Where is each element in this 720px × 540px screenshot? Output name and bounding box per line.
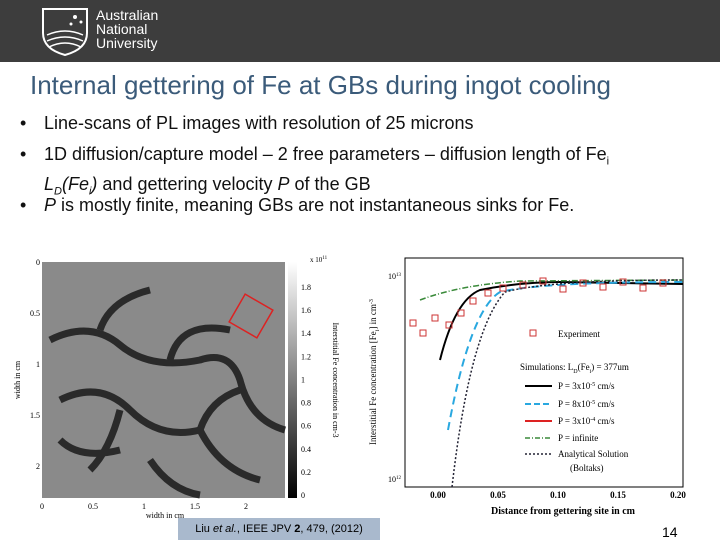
legend-item: P = 3x10-4 cm/s	[558, 416, 615, 426]
colorbar-tick-label: 1.2	[301, 352, 311, 361]
colorbar-tick-label: 0.6	[301, 422, 311, 431]
legend-item: Analytical Solution	[558, 449, 629, 459]
colorbar-tick-label: 1.6	[301, 306, 311, 315]
colorbar-tick-label: 0.8	[301, 399, 311, 408]
curve	[451, 279, 684, 488]
pl-image	[42, 262, 285, 498]
colorbar-tick-label: 0	[301, 491, 305, 500]
y-tick-label: 0.5	[30, 309, 40, 318]
logo-line: University	[96, 35, 158, 51]
x-tick-label: 0.5	[88, 502, 98, 511]
curve	[447, 281, 684, 431]
x-tick-label: 1.5	[190, 502, 200, 511]
y-tick-label: 2	[36, 462, 40, 471]
x-tick-label: 0.15	[610, 490, 626, 500]
text: P	[44, 195, 57, 215]
x-tick-label: 1	[142, 502, 146, 511]
x-tick-label: 0.00	[430, 490, 446, 500]
experiment-points	[409, 277, 667, 337]
x-tick-label: 0	[40, 502, 44, 511]
x-tick-label: 0.05	[490, 490, 506, 500]
legend-item: Experiment	[558, 329, 600, 339]
logo-text: Australian National University	[96, 8, 158, 50]
text: P	[277, 173, 290, 194]
bullet: • 1D diffusion/capture model – 2 free par…	[20, 144, 610, 198]
text: , IEEE JPV	[236, 523, 295, 535]
page-number: 14	[662, 524, 678, 540]
text: 1D diffusion/capture model – 2 free para…	[44, 144, 607, 164]
text: , 479, (2012)	[300, 523, 363, 535]
citation: Liu et al., IEEE JPV 2, 479, (2012)	[178, 518, 380, 540]
legend-item: (Boltaks)	[570, 463, 604, 473]
highlight	[228, 293, 274, 339]
colorbar-tick-label: 1.8	[301, 283, 311, 292]
text: (Fe	[61, 173, 89, 194]
y-tick-label: 1012	[388, 475, 402, 484]
text: et al.	[212, 523, 237, 535]
colorbar-exp: x 1011	[310, 256, 328, 264]
legend-item: P = infinite	[558, 433, 598, 443]
text: )	[91, 173, 98, 194]
text: i	[88, 185, 92, 198]
y-tick-label: 1	[36, 360, 40, 369]
legend-item: P = 3x10-5 cm/s	[558, 381, 615, 391]
title: Internal gettering of Fe at GBs during i…	[30, 70, 612, 100]
header: Australian National University	[0, 0, 720, 62]
logo-line: Australian	[96, 7, 159, 23]
x-label: Distance from gettering site in cm	[491, 506, 636, 517]
y-tick-label: 1.5	[30, 411, 40, 420]
y-tick-label: 1013	[388, 272, 402, 281]
x-tick-label: 2	[244, 502, 248, 511]
text: is mostly finite, meaning GBs are not in…	[56, 195, 575, 215]
x-tick-label: 0.20	[670, 490, 686, 500]
text: of the GB	[289, 173, 371, 194]
bullet: • Line-scans of PL images with resolution…	[20, 113, 474, 133]
tick-base: 10	[388, 272, 396, 281]
logo-crest	[42, 8, 88, 57]
legend-key	[529, 329, 537, 337]
y-label: Interstitial Fe concentration [Fei] in c…	[368, 299, 381, 445]
text: 2	[294, 523, 301, 535]
plot-frame	[404, 257, 684, 488]
y-tick-label: 0	[36, 258, 40, 267]
tick-power: 13	[396, 273, 402, 278]
x-label: width in cm	[146, 511, 185, 520]
text: i	[606, 155, 610, 168]
colorbar	[288, 262, 297, 498]
text: Liu	[195, 523, 213, 535]
logo-line: National	[96, 21, 148, 37]
y-label: width in cm	[13, 360, 22, 399]
legend-item: Simulations: LD(Fei) = 377um	[520, 362, 629, 375]
text: and gettering velocity	[97, 173, 278, 194]
colorbar-tick-label: 0.2	[301, 468, 311, 477]
bullet: • P is mostly finite, meaning GBs are not…	[20, 195, 575, 215]
colorbar-tick-label: 1.4	[301, 329, 311, 338]
colorbar-tick-label: 0.4	[301, 445, 311, 454]
grain-boundaries	[48, 286, 287, 499]
tick-power: 12	[396, 476, 402, 481]
text: Line-scans of PL images with resolution …	[44, 113, 474, 133]
x-tick-label: 0.10	[550, 490, 566, 500]
text: D	[54, 185, 62, 198]
legend-item: P = 8x10-5 cm/s	[558, 399, 615, 409]
text: L	[44, 173, 55, 194]
tick-base: 10	[388, 475, 396, 484]
colorbar-label: Interstitial Fe concentration in cm-3	[331, 322, 340, 437]
colorbar-tick-label: 1	[301, 375, 305, 384]
